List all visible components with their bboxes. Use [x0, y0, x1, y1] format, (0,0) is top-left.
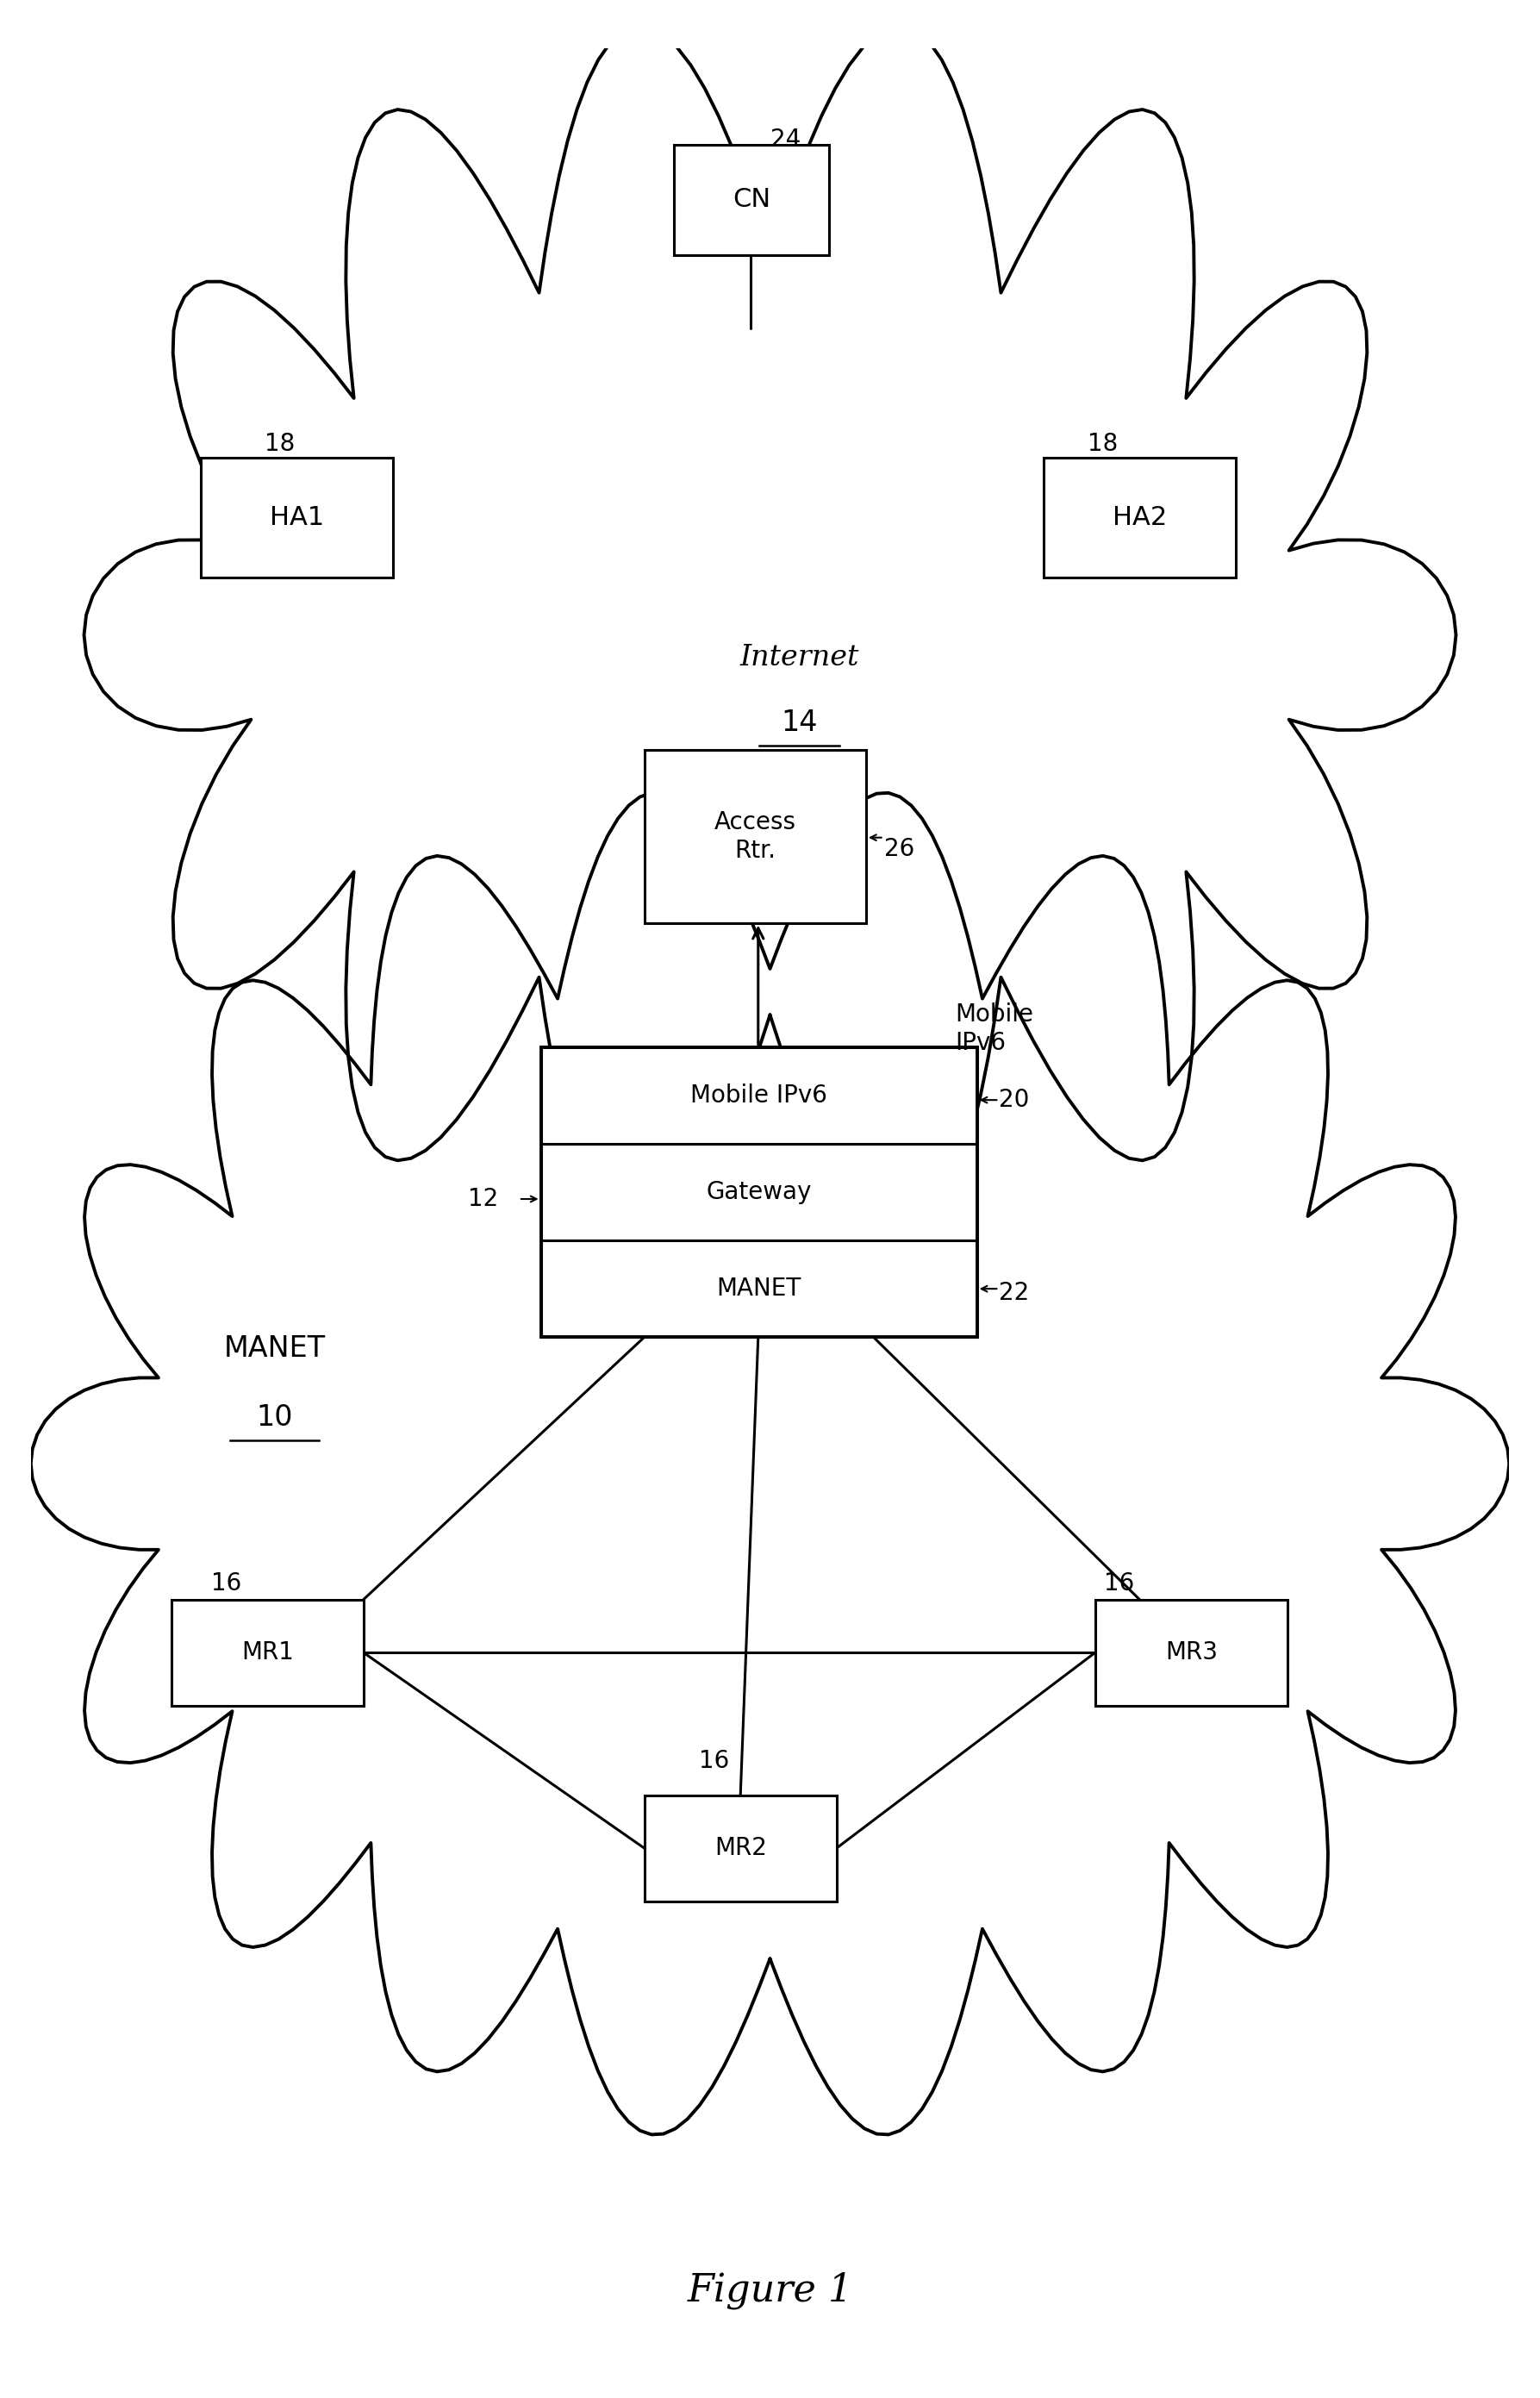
Text: 22: 22 [999, 1281, 1030, 1305]
Text: 12: 12 [468, 1187, 497, 1211]
Text: 26: 26 [884, 837, 915, 861]
Text: 20: 20 [999, 1089, 1030, 1113]
Text: 16: 16 [1104, 1571, 1135, 1595]
Text: MR3: MR3 [1166, 1640, 1218, 1664]
Polygon shape [31, 794, 1509, 2134]
FancyBboxPatch shape [541, 1144, 976, 1240]
FancyBboxPatch shape [1095, 1599, 1287, 1705]
Text: Mobile IPv6: Mobile IPv6 [690, 1084, 827, 1108]
Text: 18: 18 [265, 432, 294, 456]
FancyBboxPatch shape [541, 1048, 976, 1144]
Text: MR1: MR1 [242, 1640, 294, 1664]
Text: 16: 16 [211, 1571, 242, 1595]
Text: Gateway: Gateway [707, 1180, 812, 1204]
Text: HA2: HA2 [1112, 506, 1167, 530]
FancyBboxPatch shape [644, 751, 865, 923]
Text: 18: 18 [1087, 432, 1118, 456]
Text: 16: 16 [699, 1748, 730, 1772]
Polygon shape [85, 26, 1455, 1245]
Text: MANET: MANET [716, 1276, 801, 1300]
FancyBboxPatch shape [171, 1599, 363, 1705]
Text: MR2: MR2 [715, 1837, 767, 1861]
Text: 24: 24 [770, 127, 801, 151]
FancyBboxPatch shape [675, 144, 829, 254]
Text: 10: 10 [257, 1403, 293, 1432]
Text: 14: 14 [781, 707, 818, 736]
Text: Access
Rtr.: Access Rtr. [715, 811, 796, 863]
FancyBboxPatch shape [1044, 458, 1235, 578]
Text: MANET: MANET [223, 1333, 325, 1362]
Text: Internet: Internet [739, 645, 859, 671]
Text: Figure 1: Figure 1 [687, 2271, 853, 2309]
Text: CN: CN [733, 187, 770, 213]
Text: Mobile
IPv6: Mobile IPv6 [955, 1002, 1033, 1055]
Text: HA1: HA1 [269, 506, 323, 530]
FancyBboxPatch shape [541, 1240, 976, 1338]
FancyBboxPatch shape [200, 458, 393, 578]
FancyBboxPatch shape [644, 1796, 836, 1902]
